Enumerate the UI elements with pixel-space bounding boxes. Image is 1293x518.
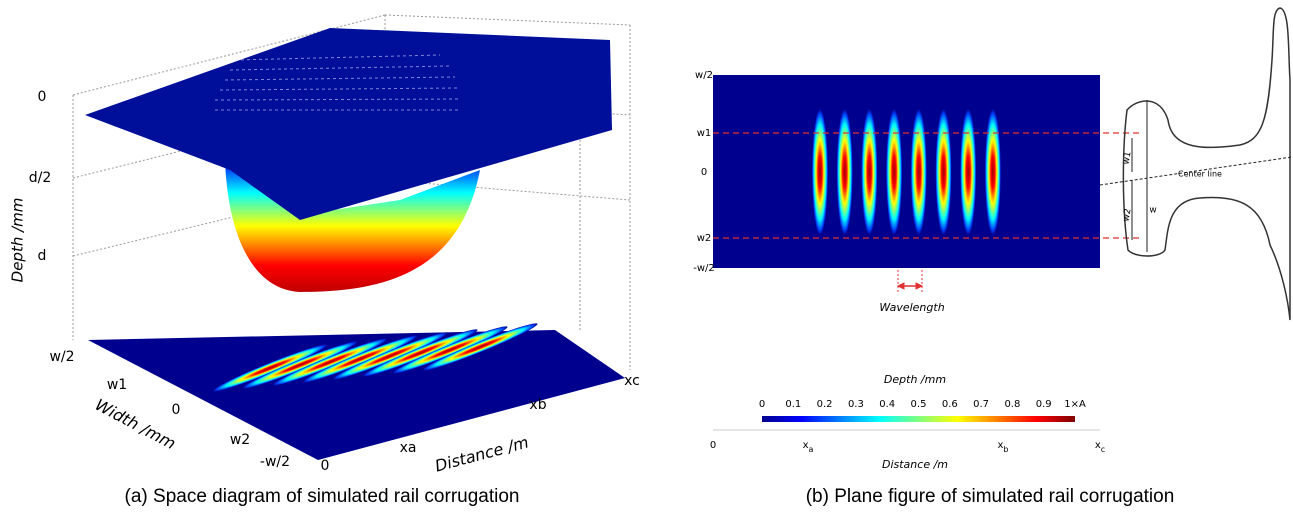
top-plane — [85, 28, 612, 220]
label: 0 — [38, 89, 47, 105]
tick-main: 0 — [710, 440, 716, 451]
caption: (a) Space diagram of simulated rail corr… — [125, 486, 520, 507]
label: 0.8 — [1004, 399, 1020, 410]
surface-mesh — [214, 54, 461, 111]
label: 0 — [321, 458, 330, 474]
tick-main: x — [1095, 440, 1101, 451]
tick-main: x — [998, 440, 1004, 451]
label: 0.3 — [848, 399, 864, 410]
label: 0.2 — [817, 399, 833, 410]
label: 0 — [701, 167, 707, 178]
rail-dimensions — [1131, 100, 1148, 252]
label: d/2 — [29, 170, 52, 186]
label: 0.1 — [785, 399, 801, 410]
label: w/2 — [695, 70, 713, 81]
label: 0 — [172, 402, 181, 418]
label: 0.6 — [942, 399, 958, 410]
stripe — [212, 344, 328, 392]
label: 0.4 — [879, 399, 895, 410]
label: w2 — [1121, 208, 1133, 223]
stripe — [362, 329, 478, 377]
trough-surface — [225, 160, 480, 292]
label: 1×A — [1064, 399, 1086, 410]
label: Center line — [1178, 170, 1222, 179]
label: xa — [400, 440, 417, 456]
label: xb — [529, 397, 546, 413]
label: -w/2 — [260, 454, 290, 470]
corrugation-stripes — [212, 323, 538, 392]
stripe — [422, 323, 538, 371]
label: 0.7 — [973, 399, 989, 410]
corrugation — [960, 109, 977, 235]
label: w1 — [107, 377, 127, 393]
tick-sub: a — [809, 445, 814, 454]
label: Depth /mm — [9, 198, 27, 283]
label: -w/2 — [693, 263, 715, 274]
label: w — [1149, 206, 1156, 216]
label: Distance /m — [433, 432, 531, 475]
stripe — [332, 332, 448, 380]
label: Wavelength — [879, 301, 944, 314]
corrugation — [836, 109, 853, 235]
label: w2 — [697, 233, 712, 244]
label: 0.9 — [1036, 399, 1052, 410]
corrugation — [812, 109, 828, 235]
x-tick-label: xc — [1095, 440, 1105, 454]
label: 0.5 — [911, 399, 927, 410]
label: w1 — [697, 128, 712, 139]
tick-sub: b — [1003, 445, 1008, 454]
label: w/2 — [49, 349, 74, 365]
corrugation — [984, 109, 1001, 235]
x-tick-label: xb — [998, 440, 1009, 454]
bottom-plane — [88, 330, 625, 460]
corrugation — [886, 109, 903, 235]
label: Depth /mm — [884, 373, 946, 386]
label: 0 — [759, 399, 765, 410]
wavelength-marker — [896, 270, 924, 292]
caption: (b) Plane figure of simulated rail corru… — [806, 486, 1175, 507]
corrugation — [861, 109, 878, 235]
stripe — [302, 335, 418, 383]
stripe — [272, 338, 388, 386]
width-lines — [713, 132, 1142, 239]
label: Distance /m — [882, 458, 948, 471]
stripe — [392, 326, 508, 374]
label: w2 — [230, 432, 250, 448]
label: Width /mm — [92, 395, 179, 453]
corrugation-ellipses — [812, 109, 1001, 235]
x-tick-label: 0 — [710, 440, 716, 451]
tick-main: x — [803, 440, 809, 451]
stripe — [242, 341, 358, 389]
label: d — [38, 248, 47, 264]
x-tick-label: xa — [803, 440, 814, 454]
colorbar — [762, 416, 1075, 422]
plane-plot — [713, 75, 1100, 268]
label: w1 — [1121, 151, 1133, 166]
rail-profile — [1122, 7, 1291, 321]
label: xc — [624, 373, 640, 389]
corrugation — [910, 109, 927, 235]
tick-sub: c — [1101, 445, 1105, 454]
corrugation — [935, 109, 952, 235]
